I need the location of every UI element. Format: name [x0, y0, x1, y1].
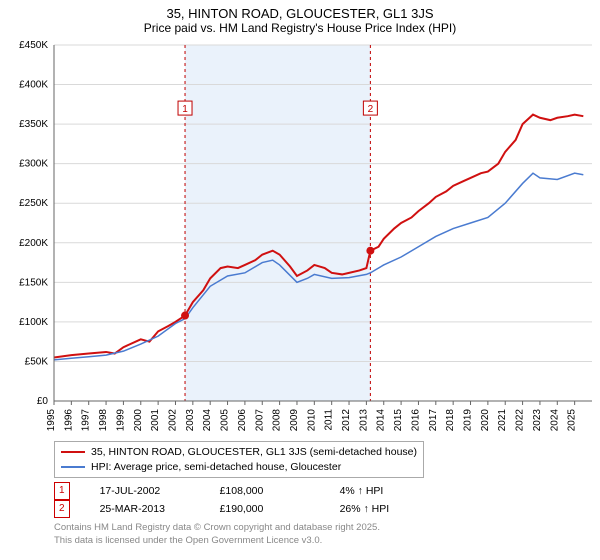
x-tick-label: 2020: [480, 409, 491, 432]
x-tick-label: 2017: [428, 409, 439, 432]
legend-label: HPI: Average price, semi-detached house,…: [91, 460, 341, 475]
transaction-marker: [366, 247, 374, 255]
transaction-price: £108,000: [220, 483, 310, 500]
x-tick-label: 2010: [306, 409, 317, 432]
x-tick-label: 2016: [410, 409, 421, 432]
title-line2: Price paid vs. HM Land Registry's House …: [4, 21, 596, 35]
x-tick-label: 1995: [46, 409, 57, 432]
y-tick-label: £150K: [19, 277, 48, 288]
x-tick-label: 2022: [515, 409, 526, 432]
legend-item: 35, HINTON ROAD, GLOUCESTER, GL1 3JS (se…: [61, 445, 417, 460]
y-tick-label: £0: [37, 396, 49, 407]
shade-band: [185, 45, 370, 401]
footnote-line2: This data is licensed under the Open Gov…: [54, 535, 588, 547]
y-tick-label: £50K: [25, 356, 49, 367]
transaction-price: £190,000: [220, 501, 310, 518]
y-tick-label: £100K: [19, 317, 48, 328]
below-chart: 35, HINTON ROAD, GLOUCESTER, GL1 3JS (se…: [4, 437, 596, 547]
transaction-row: 2 25-MAR-2013 £190,000 26% ↑ HPI: [54, 500, 588, 518]
y-tick-label: £450K: [19, 40, 48, 51]
y-tick-label: £400K: [19, 80, 48, 91]
x-tick-label: 2008: [272, 409, 283, 432]
price-chart: £0 £50K £100K £150K £200K £250K £300K £350K £400…: [4, 39, 596, 437]
x-tick-label: 1999: [115, 409, 126, 432]
page: 35, HINTON ROAD, GLOUCESTER, GL1 3JS Pri…: [0, 0, 600, 551]
x-tick-label: 1998: [98, 409, 109, 432]
x-tick-label: 1996: [63, 409, 74, 432]
x-tick-label: 2009: [289, 409, 300, 432]
x-tick-label: 2018: [445, 409, 456, 432]
x-tick-label: 2011: [324, 409, 335, 431]
x-tick-label: 2012: [341, 409, 352, 432]
x-tick-label: 2015: [393, 409, 404, 432]
legend-label: 35, HINTON ROAD, GLOUCESTER, GL1 3JS (se…: [91, 445, 417, 460]
x-tick-label: 2004: [202, 409, 213, 432]
x-tick-label: 2025: [567, 409, 578, 432]
legend-swatch: [61, 451, 85, 453]
x-tick-label: 2005: [220, 409, 231, 432]
transaction-date: 17-JUL-2002: [100, 483, 190, 500]
transaction-row-badge: 2: [54, 500, 70, 518]
footnote: Contains HM Land Registry data © Crown c…: [54, 522, 588, 547]
x-tick-label: 2019: [463, 409, 474, 432]
transaction-marker: [181, 312, 189, 320]
y-tick-label: £300K: [19, 159, 48, 170]
x-tick-label: 2007: [254, 409, 265, 432]
transactions-list: 1 17-JUL-2002 £108,000 4% ↑ HPI 2 25-MAR-2013…: [54, 482, 588, 518]
x-tick-label: 2014: [376, 409, 387, 432]
y-tick-label: £350K: [19, 119, 48, 130]
transaction-badge-label: 2: [368, 104, 374, 115]
transaction-delta: 26% ↑ HPI: [340, 501, 430, 518]
footnote-line1: Contains HM Land Registry data © Crown c…: [54, 522, 588, 534]
title-line1: 35, HINTON ROAD, GLOUCESTER, GL1 3JS: [4, 6, 596, 21]
x-tick-label: 2006: [237, 409, 248, 432]
legend-item: HPI: Average price, semi-detached house,…: [61, 460, 417, 475]
transaction-date: 25-MAR-2013: [100, 501, 190, 518]
x-tick-label: 2000: [133, 409, 144, 432]
x-tick-label: 2024: [549, 409, 560, 432]
x-tick-label: 2002: [167, 409, 178, 432]
x-tick-label: 2003: [185, 409, 196, 432]
y-tick-label: £200K: [19, 238, 48, 249]
transaction-row: 1 17-JUL-2002 £108,000 4% ↑ HPI: [54, 482, 588, 500]
legend-swatch: [61, 466, 85, 468]
transaction-delta: 4% ↑ HPI: [340, 483, 430, 500]
x-tick-label: 2001: [150, 409, 161, 432]
x-tick-label: 2021: [497, 409, 508, 432]
legend: 35, HINTON ROAD, GLOUCESTER, GL1 3JS (se…: [54, 441, 424, 478]
transaction-row-badge: 1: [54, 482, 70, 500]
x-tick-label: 1997: [81, 409, 92, 432]
y-tick-label: £250K: [19, 198, 48, 209]
x-tick-label: 2023: [532, 409, 543, 432]
transaction-badge-label: 1: [182, 104, 188, 115]
x-tick-label: 2013: [358, 409, 369, 432]
